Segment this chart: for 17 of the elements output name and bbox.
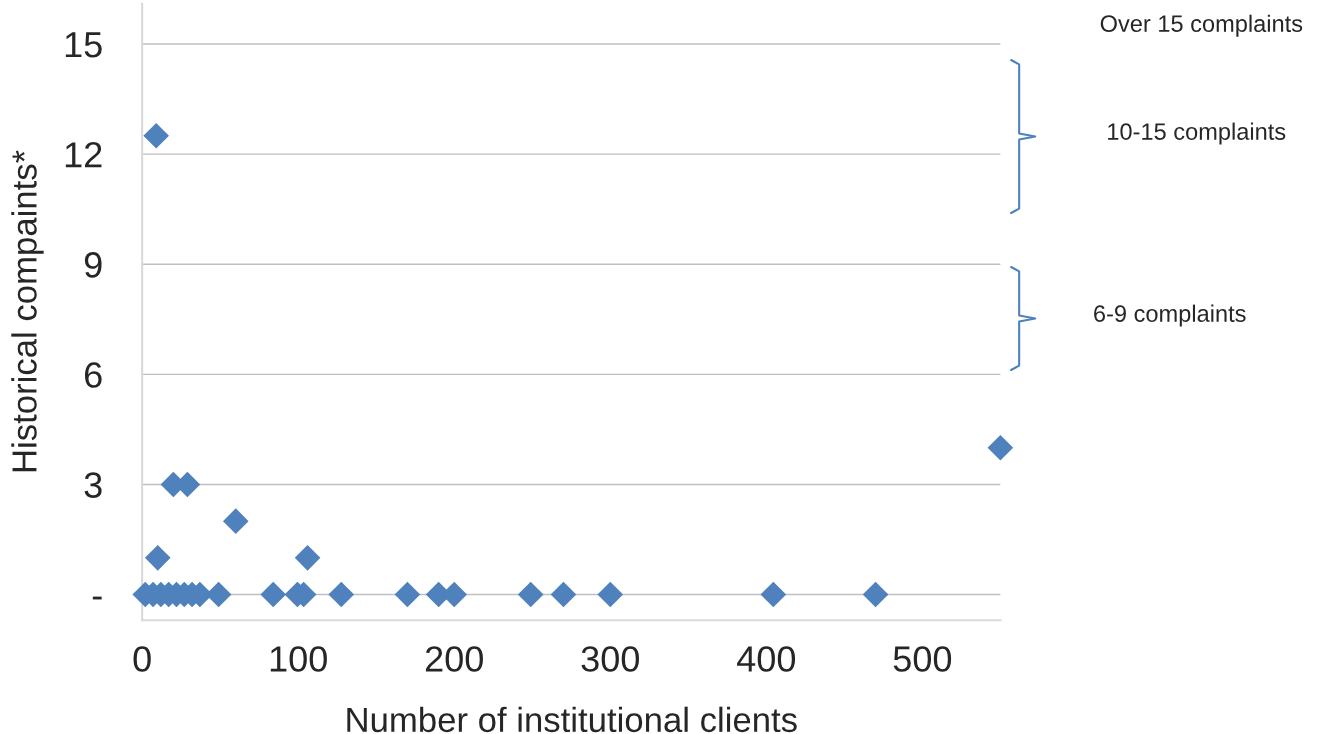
y-tick-label: -	[92, 596, 102, 600]
y-tick-label: 12	[65, 142, 102, 168]
x-tick-label: 400	[737, 646, 796, 672]
y-tick-label: 3	[84, 472, 102, 498]
x-axis-title: Number of institutional clients	[347, 706, 797, 733]
y-axis-title: Historical compaints*	[11, 150, 44, 472]
x-tick-label: 500	[893, 646, 952, 672]
text: 10-15 complaints	[1108, 122, 1286, 145]
text: Over 15 complaints	[1100, 14, 1303, 37]
x-tick-label: 100	[270, 646, 327, 672]
y-tick-label: 15	[65, 32, 102, 58]
y-tick-label: 9	[84, 252, 102, 278]
y-tick-label: 6	[85, 362, 102, 388]
x-tick-label: 0	[133, 646, 151, 672]
text: 6-9 complaints	[1094, 304, 1246, 327]
x-tick-label: 300	[581, 646, 639, 672]
x-tick-label: 200	[425, 646, 483, 672]
